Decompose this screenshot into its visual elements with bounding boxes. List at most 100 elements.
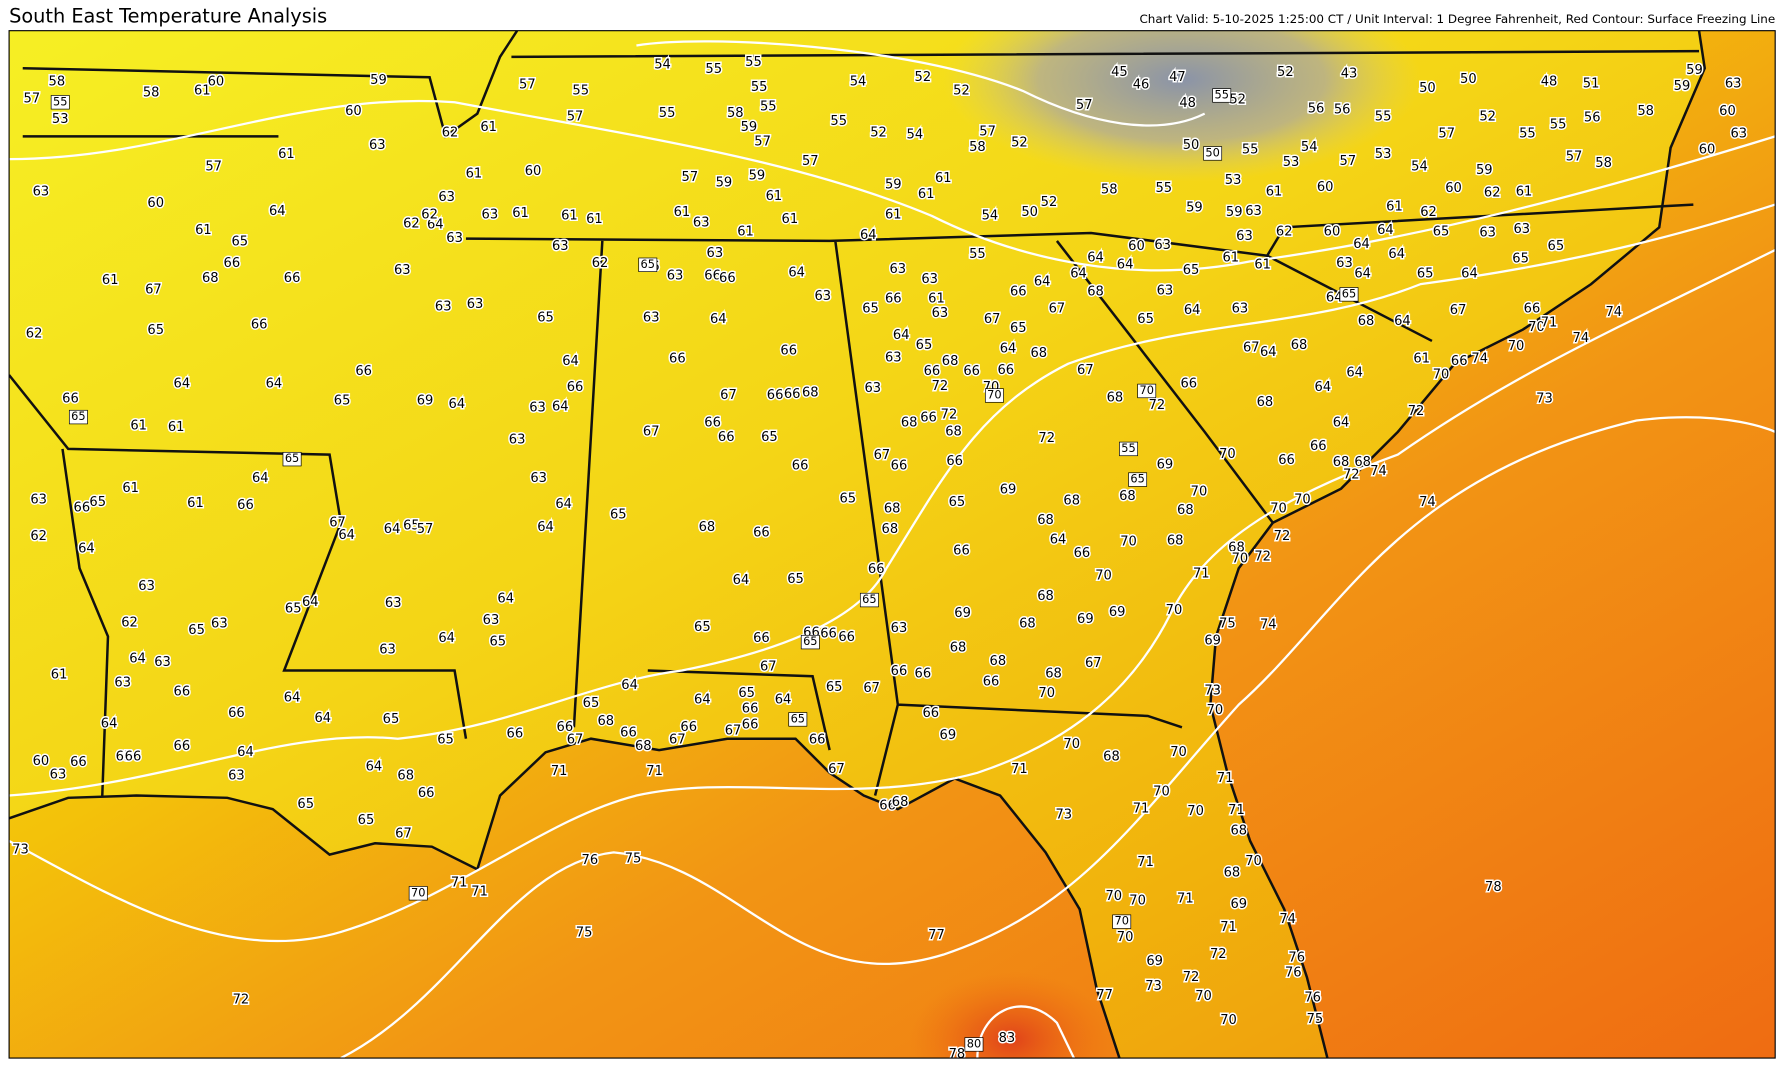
station-temp: 64: [1000, 341, 1017, 356]
station-temp: 64: [427, 218, 444, 233]
station-temp: 67: [828, 762, 845, 777]
station-temp: 64: [1333, 415, 1350, 430]
station-temp: 74: [1573, 331, 1590, 346]
station-temp: 64: [1087, 250, 1104, 265]
station-temp: 67: [1243, 340, 1260, 355]
station-temp: 66: [922, 706, 939, 721]
station-temp: 65: [1137, 312, 1154, 327]
station-temp: 64: [562, 354, 579, 369]
station-temp: 68: [1037, 513, 1054, 528]
station-temp: 64: [733, 573, 750, 588]
station-temp: 64: [237, 745, 254, 760]
station-temp: 63: [446, 231, 463, 246]
station-temp: 66: [742, 702, 759, 717]
station-temp: 63: [369, 138, 386, 153]
station-temp: 55: [760, 99, 777, 114]
station-temp: 61: [1386, 199, 1403, 214]
station-temp: 58: [969, 140, 986, 155]
station-temp: 57: [682, 170, 699, 185]
station-temp: 59: [741, 120, 758, 135]
contour-label: 65: [1130, 472, 1144, 486]
station-temp: 55: [1375, 110, 1392, 125]
contour-label-box: [408, 886, 428, 901]
station-temp: 60: [208, 74, 225, 89]
station-temp: 66: [963, 364, 980, 379]
station-temp: 68: [1045, 666, 1062, 681]
station-temp: 63: [482, 207, 499, 222]
station-temp: 66: [891, 664, 908, 679]
station-temp: 67: [643, 424, 660, 439]
map-layer: South East Temperature Analysis Chart Va…: [8, 5, 1776, 1059]
station-temp: 63: [1725, 77, 1742, 92]
station-temp: 70: [1508, 339, 1525, 354]
station-temp: 59: [1674, 79, 1691, 94]
station-temp: 70: [1105, 889, 1122, 904]
station-temp: 59: [370, 73, 387, 88]
station-temp: 66: [620, 726, 637, 741]
station-temp: 66: [557, 720, 574, 735]
station-temp: 69: [954, 606, 971, 621]
station-temp: 66: [767, 388, 784, 403]
contour-label-box: [984, 388, 1004, 403]
map-subtitle: Chart Valid: 5-10-2025 1:25:00 CT / Unit…: [1139, 12, 1775, 26]
station-temp: 77: [1096, 988, 1113, 1003]
contour-label-box: [68, 409, 88, 425]
station-temp: 61: [1516, 185, 1533, 200]
station-temp: 73: [1055, 807, 1072, 822]
station-temp: 57: [519, 78, 536, 93]
station-temp: 69: [1000, 482, 1017, 497]
station-temp: 55: [705, 62, 722, 77]
station-temp: 55: [1155, 181, 1172, 196]
station-temp: 60: [1445, 181, 1462, 196]
station-temp: 70: [1528, 320, 1545, 335]
station-temp: 63: [1154, 238, 1171, 253]
station-temp: 57: [1340, 154, 1357, 169]
station-temp: 52: [870, 125, 887, 140]
station-temp: 61: [782, 212, 799, 227]
station-temp: 65: [1010, 321, 1027, 336]
station-temp: 61: [1266, 185, 1283, 200]
station-temp: 63: [467, 297, 484, 312]
station-temp: 70: [1038, 686, 1055, 701]
station-temp: 68: [990, 654, 1007, 669]
station-temp: 68: [950, 640, 967, 655]
station-temp: 72: [1210, 947, 1227, 962]
station-temp: 71: [1177, 891, 1194, 906]
station-temp: 63: [1232, 302, 1249, 317]
contour-label-box: [1128, 472, 1148, 487]
contour-label-box: [282, 451, 302, 467]
contour-label: 55: [1121, 441, 1135, 455]
station-temp: 72: [932, 379, 949, 394]
contour-label: 70: [987, 387, 1001, 401]
station-temp: 55: [830, 114, 847, 129]
station-temp: 64: [555, 497, 572, 512]
station-temp: 65: [610, 507, 627, 522]
contour-label-box: [50, 95, 70, 110]
station-temp: 64: [1388, 247, 1405, 262]
station-temp: 60: [1719, 104, 1736, 119]
station-temp: 65: [489, 635, 506, 650]
station-temp: 70: [1166, 603, 1183, 618]
station-temp: 67: [760, 660, 777, 675]
station-temp: 61: [1413, 352, 1430, 367]
station-temp: 43: [1341, 66, 1358, 81]
station-temp: 66: [284, 271, 301, 286]
station-temp: 61: [561, 208, 578, 223]
station-temp: 70: [1153, 785, 1170, 800]
station-temp: 64: [1184, 303, 1201, 318]
station-temp: 65: [840, 491, 857, 506]
contour-label: 70: [1139, 383, 1153, 397]
contour-label-box: [859, 592, 879, 608]
station-temp: 66: [997, 363, 1014, 378]
station-temp: 61: [278, 147, 295, 162]
station-temp: 55: [1550, 118, 1567, 133]
station-temp: 63: [1479, 225, 1496, 240]
contour-70: [9, 249, 1776, 943]
station-temp: 66: [784, 387, 801, 402]
contour-label-box: [1119, 441, 1138, 457]
station-temp: 65: [89, 495, 106, 510]
station-temp: 68: [1354, 455, 1371, 470]
contour-label: 65: [1342, 286, 1356, 300]
station-temp: 64: [174, 377, 191, 392]
